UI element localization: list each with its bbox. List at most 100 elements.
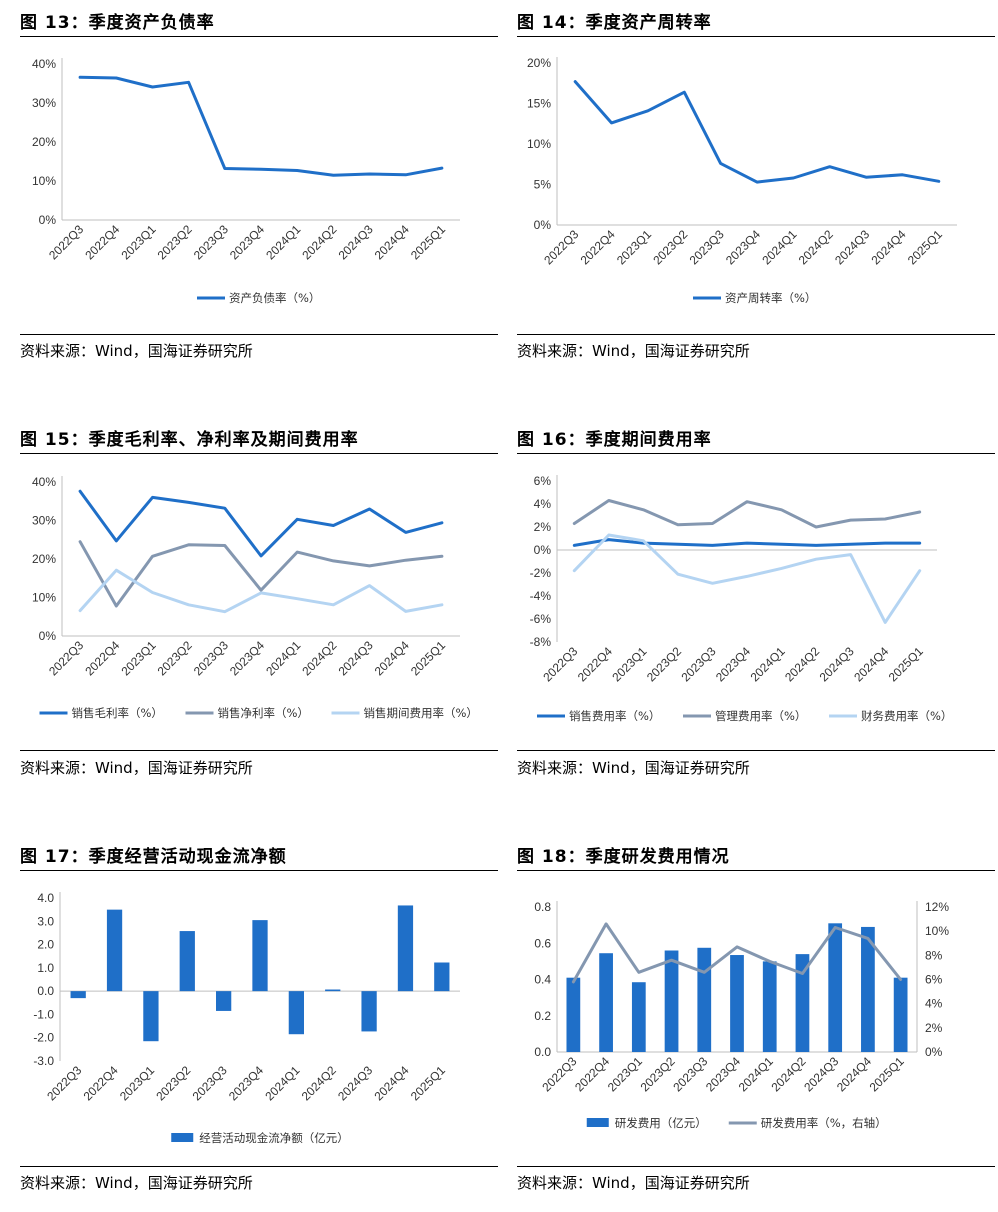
x-tick-label: 2024Q1 [262, 1063, 302, 1103]
x-tick-label: 2024Q3 [817, 644, 857, 684]
source-rule [517, 750, 995, 751]
chart-source: 资料来源：Wind，国海证券研究所 [517, 342, 750, 360]
y-tick-label: 20% [32, 552, 56, 566]
x-tick-label: 2023Q3 [190, 1063, 230, 1103]
legend-label: 资产负债率（%） [229, 291, 320, 305]
bar [361, 991, 377, 1032]
x-tick-label: 2023Q3 [191, 638, 231, 678]
y-tick-label: 40% [32, 475, 56, 489]
x-tick-label: 2024Q3 [801, 1054, 841, 1094]
chart-source: 资料来源：Wind，国海证券研究所 [20, 1174, 253, 1192]
series-line [572, 533, 922, 624]
x-tick-label: 2022Q3 [540, 644, 580, 684]
y-tick-label: 0.0 [37, 984, 54, 998]
y-tick-label: 0% [39, 213, 57, 227]
chart-svg: 0%10%20%30%40%2022Q32022Q42023Q12023Q220… [32, 475, 478, 720]
bar [397, 905, 414, 992]
y2-tick-label: 10% [925, 924, 949, 938]
chart-source: 资料来源：Wind，国海证券研究所 [20, 759, 253, 777]
legend-label: 资产周转率（%） [725, 291, 816, 305]
bar [762, 961, 777, 1052]
x-tick-label: 2023Q2 [155, 222, 195, 262]
x-tick-label: 2024Q3 [336, 222, 376, 262]
bar [599, 953, 613, 1052]
x-tick-label: 2023Q4 [227, 222, 267, 262]
chart-panel-13: 图 13：季度资产负债率 0% 10% 20% 30% 40% 2022Q3 2022Q4 2… [20, 8, 498, 378]
series-line [571, 922, 903, 984]
y-tick-label: 0% [39, 629, 57, 643]
chart-source: 资料来源：Wind，国海证券研究所 [517, 759, 750, 777]
series-line [572, 538, 922, 547]
y2-tick-label: 4% [925, 997, 943, 1011]
y-tick-label: -1.0 [33, 1007, 54, 1021]
x-tick-label: 2023Q4 [723, 227, 763, 267]
legend-label: 销售净利率（%） [218, 706, 309, 720]
source-rule [20, 334, 498, 335]
x-tick-label: 2024Q2 [796, 227, 836, 267]
source-rule [20, 1166, 498, 1167]
x-tick-label: 2022Q4 [82, 222, 122, 262]
x-tick-label: 2024Q4 [834, 1054, 874, 1094]
series-line [78, 75, 444, 177]
bar [893, 977, 908, 1052]
y-tick-label: 10% [527, 137, 551, 151]
y-tick-label: -3.0 [33, 1054, 54, 1068]
legend-label: 销售费用率（%） [569, 709, 660, 723]
bar [216, 991, 232, 1011]
y-tick-label: 5% [534, 178, 552, 192]
y-tick-label: 3.0 [37, 914, 54, 928]
x-tick-label: 2025Q1 [886, 644, 926, 684]
x-tick-label: 2023Q1 [614, 227, 654, 267]
x-tick-label: 2022Q3 [539, 1054, 579, 1094]
chart-title: 图 17：季度经营活动现金流净额 [20, 847, 287, 867]
y-tick-label: 0% [534, 543, 552, 557]
y-tick-label: 0% [534, 218, 552, 232]
x-tick-label: 2024Q1 [263, 222, 303, 262]
legend-swatch [586, 1118, 609, 1127]
source-rule [517, 1166, 995, 1167]
y-tick-label: 2.0 [37, 938, 54, 952]
bar [861, 926, 875, 1052]
x-tick-label: 2023Q4 [703, 1054, 743, 1094]
y-tick-label: 10% [32, 174, 56, 188]
x-tick-label: 2022Q3 [46, 222, 86, 262]
bar [664, 950, 679, 1052]
x-tick-label: 2025Q1 [408, 1063, 448, 1103]
x-tick-label: 2022Q3 [46, 638, 86, 678]
y-tick-label: 0.8 [534, 900, 551, 914]
chart-panel-18: 图 18：季度研发费用情况 0.0 0.2 0.4 0.6 0.8 0% 2% 4% 6% 8% 1… [517, 842, 995, 1212]
x-tick-label: 2023Q1 [118, 638, 158, 678]
series-line [78, 540, 444, 608]
bar [325, 989, 341, 992]
title-rule [20, 870, 498, 871]
y-tick-label: -2% [530, 566, 552, 580]
chart-svg: -8%-6%-4%-2%0%2%4%6%2022Q32022Q42023Q120… [530, 474, 953, 723]
y-tick-label: -6% [530, 612, 552, 626]
x-tick-label: 2022Q4 [81, 1063, 121, 1103]
x-tick-label: 2023Q2 [650, 227, 690, 267]
x-tick-label: 2024Q1 [263, 638, 303, 678]
title-rule [517, 453, 995, 454]
chart-panel-16: 图 16：季度期间费用率 -8% -6% -4% -2% 0% 2% 4% 6% 2022Q3 2… [517, 425, 995, 795]
chart-source: 资料来源：Wind，国海证券研究所 [517, 1174, 750, 1192]
x-tick-label: 2023Q2 [638, 1054, 678, 1094]
y-tick-label: 4% [534, 497, 552, 511]
x-tick-label: 2023Q1 [609, 644, 649, 684]
y-tick-label: 6% [534, 474, 552, 488]
x-tick-label: 2025Q1 [867, 1054, 907, 1094]
x-tick-label: 2022Q3 [44, 1063, 84, 1103]
bar [288, 991, 304, 1035]
legend-label: 销售期间费用率（%） [364, 706, 478, 720]
x-tick-label: 2023Q3 [191, 222, 231, 262]
chart-panel-15: 图 15：季度毛利率、净利率及期间费用率 0% 10% 20% 30% 40% 2022Q… [20, 425, 498, 795]
x-tick-label: 2024Q2 [768, 1054, 808, 1094]
y-tick-label: 0.2 [534, 1009, 551, 1023]
y-tick-label: 30% [32, 96, 56, 110]
chart-title: 图 16：季度期间费用率 [517, 430, 712, 450]
y-tick-label: -4% [530, 589, 552, 603]
x-tick-label: 2025Q1 [408, 638, 448, 678]
x-tick-label: 2023Q3 [678, 644, 718, 684]
bar [828, 923, 843, 1052]
x-tick-label: 2024Q2 [299, 638, 339, 678]
x-tick-label: 2025Q1 [905, 227, 945, 267]
